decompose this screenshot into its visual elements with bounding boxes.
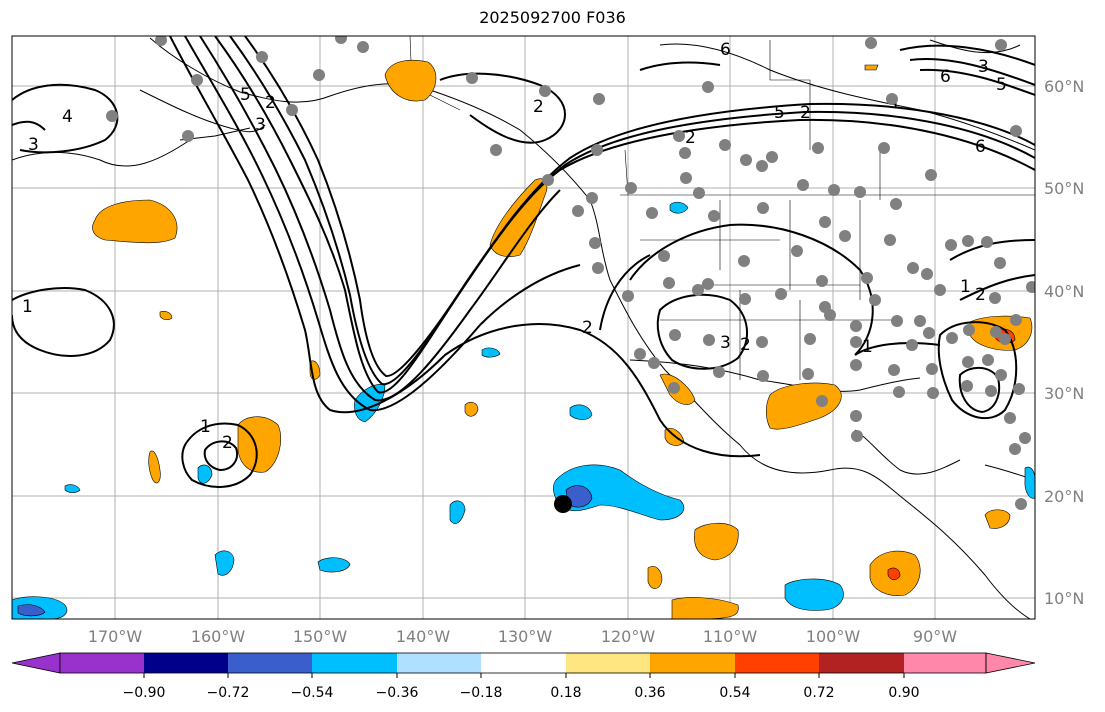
colorbar-tick-label: −0.18 (460, 685, 503, 701)
colorbar-segment (819, 653, 904, 673)
contour-label: 3 (720, 333, 731, 353)
contour-label: 6 (975, 137, 986, 157)
contour-label: 6 (940, 67, 951, 87)
colorbar-segment (312, 653, 397, 673)
colorbar-tick-label: −0.90 (123, 685, 166, 701)
chart-title: 2025092700 F036 (479, 8, 626, 27)
colorbar: −0.90 −0.72 −0.54 −0.36 −0.18 0.18 0.36 … (11, 652, 1036, 701)
colorbar-segment (481, 653, 566, 673)
lon-label: 110°W (703, 627, 758, 646)
lon-label: 90°W (913, 627, 957, 646)
lat-label: 60°N (1044, 77, 1084, 96)
colorbar-segment (735, 653, 819, 673)
contour-label: 1 (22, 297, 33, 317)
contour-label: 2 (800, 103, 811, 123)
contour-label: 2 (533, 97, 544, 117)
storm-position-marker (554, 495, 572, 513)
contour-label: 4 (62, 107, 73, 127)
lon-label: 140°W (396, 627, 451, 646)
colorbar-tick-label: −0.54 (291, 685, 334, 701)
lon-label: 100°W (806, 627, 861, 646)
contour-value-labels: 1 1 1 1 1 2 2 2 2 2 2 2 2 3 3 3 3 4 5 5 … (22, 40, 1007, 453)
contour-label: 2 (740, 335, 751, 355)
colorbar-tick-label: −0.36 (376, 685, 419, 701)
contour-label: 1 (960, 277, 971, 297)
colorbar-min-extension (11, 652, 61, 674)
contour-label: 1 (862, 337, 873, 357)
lat-label: 30°N (1044, 384, 1084, 403)
contour-label: 1 (200, 417, 211, 437)
lat-label: 20°N (1044, 487, 1084, 506)
contour-label: 2 (975, 285, 986, 305)
colorbar-tick-label: −0.72 (207, 685, 250, 701)
colorbar-tick-label: 0.72 (803, 685, 834, 701)
colorbar-tick-label: 0.18 (550, 685, 581, 701)
coastlines (12, 37, 1035, 619)
contour-label: 6 (720, 40, 731, 60)
contour-label: 3 (978, 57, 989, 77)
lon-label: 130°W (498, 627, 553, 646)
contour-label: 5 (996, 75, 1007, 95)
contour-label: 2 (582, 318, 593, 338)
contour-label: 2 (685, 128, 696, 148)
colorbar-max-extension (985, 652, 1036, 674)
colorbar-tick-label: 0.90 (888, 685, 919, 701)
colorbar-segment (397, 653, 481, 673)
lon-label: 170°W (88, 627, 143, 646)
colorbar-segment (650, 653, 735, 673)
contour-lines (12, 36, 1035, 488)
lat-label: 50°N (1044, 179, 1084, 198)
gridlines (12, 36, 1035, 619)
contour-label: 2 (222, 433, 233, 453)
colorbar-tick-label: 0.54 (719, 685, 750, 701)
map-frame (11, 35, 1036, 620)
lat-label: 40°N (1044, 282, 1084, 301)
contour-label: 3 (255, 115, 266, 135)
station-dots (106, 36, 1035, 510)
colorbar-segment (904, 653, 986, 673)
contour-label: 3 (28, 135, 39, 155)
lon-label: 120°W (601, 627, 656, 646)
colorbar-tick-label: 0.36 (634, 685, 665, 701)
contour-label: 5 (774, 103, 785, 123)
contour-label: 5 (240, 85, 251, 105)
colorbar-segment (566, 653, 650, 673)
lon-label: 160°W (191, 627, 246, 646)
latitude-labels: 60°N 50°N 40°N 30°N 20°N 10°N (1044, 77, 1084, 608)
colorbar-segment (228, 653, 312, 673)
colorbar-segment (144, 653, 228, 673)
lat-label: 10°N (1044, 589, 1084, 608)
contour-label: 2 (265, 93, 276, 113)
colorbar-segment (60, 653, 144, 673)
lon-label: 150°W (293, 627, 348, 646)
shaded-anomalies (12, 59, 1035, 619)
state-borders (409, 36, 900, 380)
longitude-labels: 170°W 160°W 150°W 140°W 130°W 120°W 110°… (88, 627, 957, 646)
